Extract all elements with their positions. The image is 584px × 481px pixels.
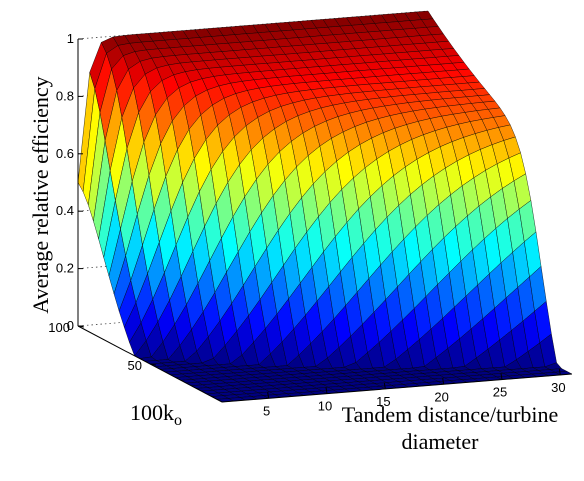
x-axis-line <box>221 373 573 403</box>
x-tick-label: 10 <box>318 399 332 414</box>
z-tick-label: 0.8 <box>56 88 74 103</box>
y-axis-label-subscript: o <box>174 412 182 429</box>
y-axis-label-main: 100k <box>130 400 174 425</box>
z-tick-label: 0.2 <box>56 261 74 276</box>
x-axis-label-line1: Tandem distance/turbine <box>342 402 559 427</box>
y-axis-label: 100ko <box>130 400 182 429</box>
z-tick-label: 0 <box>67 318 74 333</box>
z-tick-labels: 0 0.2 0.4 0.6 0.8 1 <box>56 31 83 333</box>
x-tick-label: 25 <box>493 385 507 400</box>
x-tick-mark <box>267 392 270 399</box>
x-tick-mark <box>442 378 445 385</box>
z-axis-label: Average relative efficiency <box>28 76 53 313</box>
x-tick-label: 15 <box>376 394 390 409</box>
x-tick-label: 30 <box>551 380 565 395</box>
efficiency-surface <box>77 10 573 403</box>
x-tick-mark <box>325 387 328 394</box>
x-tick-mark <box>558 368 561 376</box>
x-tick-labels: 5 10 15 20 25 30 <box>263 368 566 418</box>
z-tick-label: 0.6 <box>56 146 74 161</box>
y-tick-label: 50 <box>128 358 142 373</box>
y-tick-mark <box>77 325 85 328</box>
y-tick-labels: 50 100 <box>48 320 157 373</box>
z-tick-label: 1 <box>67 31 74 46</box>
z-tick-label: 0.4 <box>56 203 74 218</box>
x-tick-mark <box>383 382 386 390</box>
y-tick-mark <box>149 363 157 366</box>
x-tick-label: 5 <box>263 403 270 418</box>
x-axis-label-line2: diameter <box>402 429 480 454</box>
y-tick-label: 100 <box>48 320 70 335</box>
x-tick-label: 20 <box>434 389 448 404</box>
x-tick-mark <box>500 373 503 380</box>
